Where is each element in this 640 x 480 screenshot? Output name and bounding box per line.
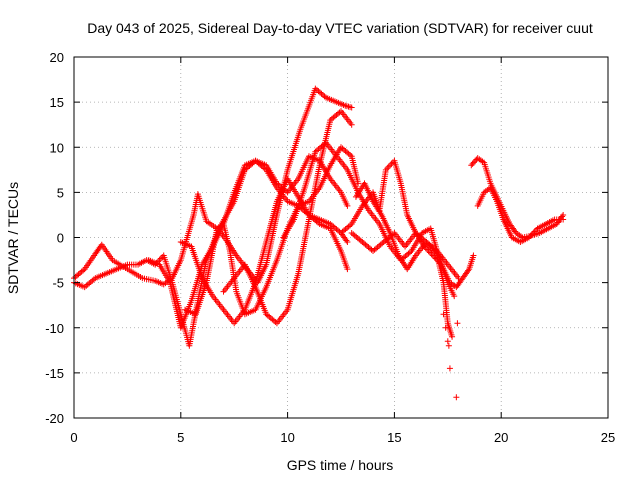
data-point	[445, 342, 452, 349]
data-point	[442, 324, 449, 331]
data-point	[444, 338, 451, 345]
y-tick-label: -10	[45, 321, 64, 336]
x-tick-label: 20	[494, 430, 508, 445]
data-point	[468, 162, 475, 169]
y-tick-label: -15	[45, 366, 64, 381]
data-point	[385, 163, 392, 170]
data-points	[71, 85, 567, 401]
x-axis-label: GPS time / hours	[287, 457, 394, 473]
data-point	[455, 275, 462, 282]
x-tick-label: 15	[387, 430, 401, 445]
y-tick-label: 10	[50, 140, 64, 155]
chart-title: Day 043 of 2025, Sidereal Day-to-day VTE…	[87, 20, 593, 36]
data-point	[344, 239, 351, 246]
data-point	[440, 311, 447, 318]
data-point	[449, 333, 456, 340]
x-tick-label: 10	[280, 430, 294, 445]
data-point	[560, 216, 567, 223]
data-point	[470, 252, 477, 259]
x-axis-ticks: 0 5 10 15 20 25	[70, 57, 615, 445]
data-point	[469, 160, 476, 167]
data-point	[454, 320, 461, 327]
y-tick-label: 0	[57, 231, 64, 246]
y-axis-ticks: -20 -15 -10 -5 0 5 10 15 20	[45, 50, 608, 426]
data-point	[451, 293, 458, 300]
y-tick-label: 20	[50, 50, 64, 65]
y-tick-label: -20	[45, 411, 64, 426]
data-point	[157, 255, 164, 262]
data-point	[453, 394, 460, 401]
y-tick-label: 5	[57, 185, 64, 200]
data-point	[388, 160, 395, 167]
y-tick-label: 15	[50, 95, 64, 110]
x-tick-label: 25	[601, 430, 615, 445]
data-point	[348, 104, 355, 111]
x-tick-label: 5	[177, 430, 184, 445]
data-point	[472, 157, 479, 164]
y-tick-label: -5	[52, 276, 64, 291]
y-axis-label: SDTVAR / TECUs	[5, 182, 21, 294]
data-point	[470, 159, 477, 166]
x-tick-label: 0	[70, 430, 77, 445]
data-point	[344, 266, 351, 273]
data-point	[344, 202, 351, 209]
data-point	[348, 121, 355, 128]
data-point	[446, 365, 453, 372]
